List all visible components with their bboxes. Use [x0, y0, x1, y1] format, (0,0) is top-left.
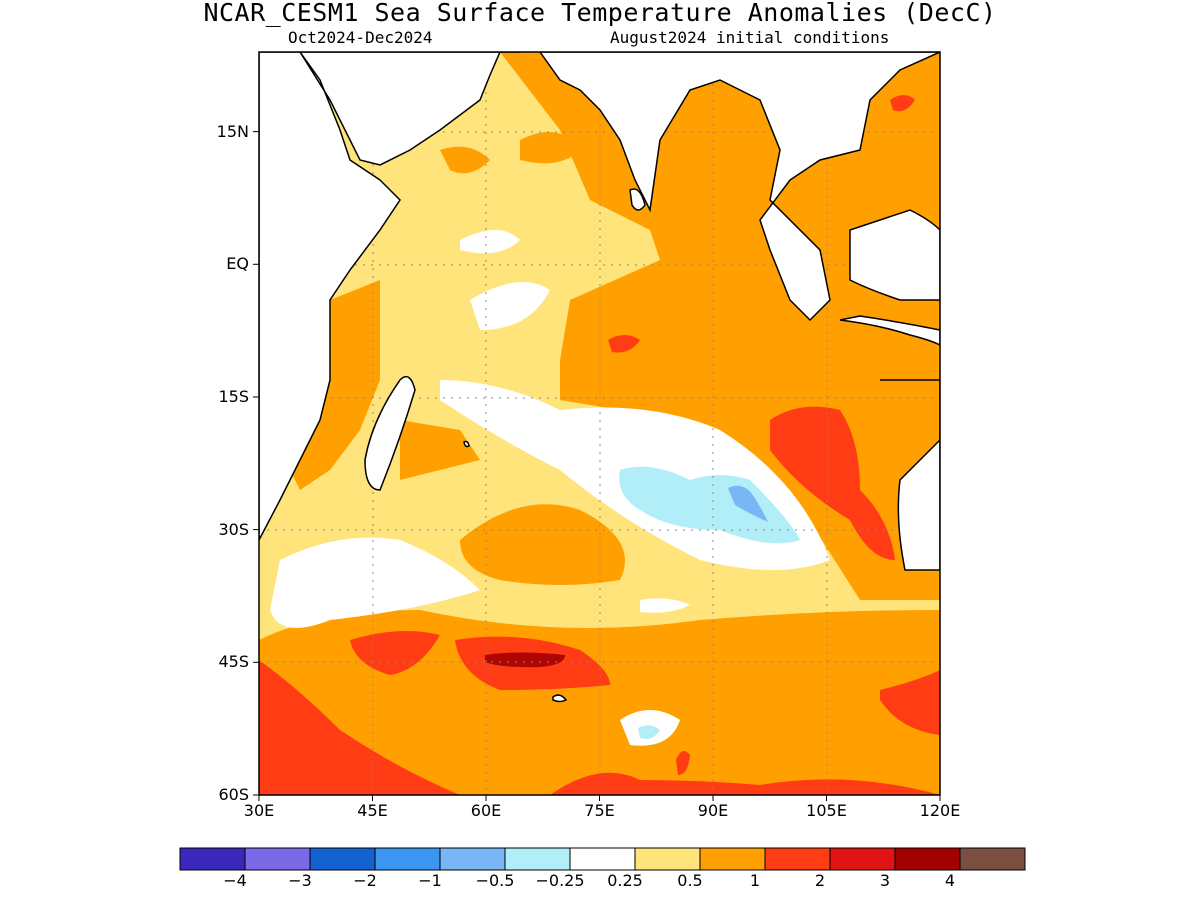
field-west-australia	[770, 406, 895, 560]
colorbar-label: −2	[353, 871, 377, 890]
sri-lanka	[629, 188, 646, 211]
colorbar-swatch	[634, 847, 701, 871]
colorbar-label: −3	[288, 871, 312, 890]
colorbar-swatch	[244, 847, 311, 871]
colorbar-label: −0.5	[475, 871, 515, 890]
lat-label: EQ	[226, 254, 249, 274]
colorbar-swatch	[764, 847, 831, 871]
field-southern-warm-spike	[676, 751, 690, 775]
colorbar-swatch	[829, 847, 896, 871]
madagascar	[364, 375, 416, 491]
field-southern-warm-edge	[550, 772, 940, 795]
colorbar-label: −1	[418, 871, 442, 890]
anomaly-fields	[259, 52, 940, 795]
field-arabian-patch	[440, 146, 490, 174]
colorbar-label: 3	[879, 871, 891, 890]
colorbar	[179, 847, 1026, 871]
lat-label: 15S	[218, 386, 249, 406]
field-neutral-2	[470, 282, 550, 330]
field-hot-core	[485, 652, 565, 668]
field-southern-warm-1	[350, 631, 440, 675]
mauritius	[463, 440, 470, 448]
colorbar-swatch	[374, 847, 441, 871]
initial-conditions: August2024 initial conditions	[610, 28, 890, 47]
forecast-period: Oct2024-Dec2024	[288, 28, 433, 47]
kerguelen	[552, 694, 568, 703]
lon-label: 75E	[584, 801, 615, 820]
australia-west	[880, 379, 940, 571]
field-mozambique	[290, 280, 380, 490]
field-neutral-1	[460, 230, 520, 254]
colorbar-swatch	[439, 847, 506, 871]
field-neutral-3	[640, 598, 690, 613]
field-arabian-patch-2	[520, 132, 580, 164]
field-southern-ocean	[259, 610, 940, 795]
colorbar-swatch	[959, 847, 1026, 871]
colorbar-swatch	[894, 847, 961, 871]
field-southern-warm-west	[259, 660, 460, 795]
lat-label: 60S	[218, 785, 249, 804]
field-warm-patch	[608, 335, 640, 353]
field-neutral-west	[270, 537, 480, 628]
colorbar-label: 2	[814, 871, 826, 890]
colorbar-swatch	[309, 847, 376, 871]
field-cool-core	[728, 485, 768, 522]
land-masses	[259, 52, 940, 703]
lon-label: 105E	[806, 801, 847, 820]
field-south-central	[460, 504, 625, 585]
lon-label: 45E	[357, 801, 388, 820]
axis-ticks	[253, 131, 941, 801]
field-cool-south	[638, 725, 660, 739]
java	[839, 315, 940, 346]
field-cool-central	[619, 466, 800, 544]
india-southeast-asia	[539, 52, 940, 322]
lat-label: 45S	[218, 652, 249, 672]
colorbar-label: 0.25	[607, 871, 643, 890]
lat-label: 30S	[218, 519, 249, 539]
colorbar-swatch	[504, 847, 571, 871]
map-title: NCAR_CESM1 Sea Surface Temperature Anoma…	[203, 0, 997, 27]
colorbar-label: −4	[223, 871, 247, 890]
field-mascarene	[400, 420, 480, 480]
lon-label: 60E	[470, 801, 502, 820]
lon-label: 30E	[243, 801, 275, 820]
field-south-china-sea	[890, 95, 915, 112]
lat-label: 15N	[216, 121, 249, 141]
field-southern-warm-east	[880, 670, 940, 735]
colorbar-label: 4	[944, 871, 956, 890]
lon-label: 90E	[697, 801, 729, 820]
lon-label: 120E	[919, 801, 961, 820]
colorbar-label: 0.5	[677, 871, 703, 890]
colorbar-swatch	[179, 847, 246, 871]
borneo	[849, 209, 940, 301]
africa-arabia	[259, 52, 520, 541]
colorbar-swatch	[569, 847, 636, 871]
colorbar-swatch	[699, 847, 766, 871]
colorbar-label: 1	[749, 871, 761, 890]
colorbar-label: −0.25	[535, 871, 585, 890]
